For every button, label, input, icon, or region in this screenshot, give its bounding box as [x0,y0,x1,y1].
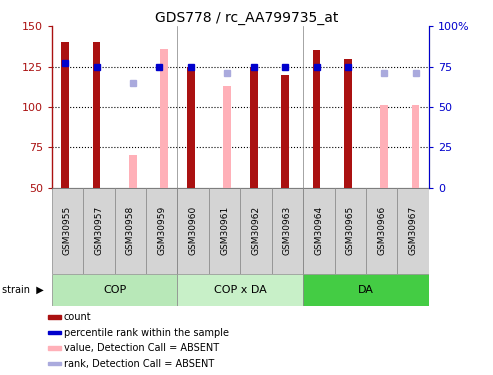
Text: GDS778 / rc_AA799735_at: GDS778 / rc_AA799735_at [155,11,338,25]
Bar [177,188,209,274]
Text: GSM30959: GSM30959 [157,206,166,255]
Bar [146,188,177,274]
Text: GSM30965: GSM30965 [346,206,355,255]
Bar [397,188,429,274]
Text: GSM30963: GSM30963 [283,206,292,255]
Bar [160,49,168,188]
Text: GSM30961: GSM30961 [220,206,229,255]
Bar [114,188,146,274]
Text: GSM30966: GSM30966 [377,206,387,255]
Text: count: count [64,312,91,322]
Text: GSM30957: GSM30957 [94,206,104,255]
Bar [61,42,69,188]
Bar [380,105,388,188]
Bar [209,188,241,274]
Bar [48,331,61,334]
Text: COP: COP [103,285,126,295]
Bar [223,86,231,188]
Bar [335,188,366,274]
Text: value, Detection Call = ABSENT: value, Detection Call = ABSENT [64,343,219,353]
Bar [241,188,272,274]
Bar [129,155,137,188]
Bar [303,188,335,274]
Bar [52,274,177,306]
Text: GSM30967: GSM30967 [409,206,418,255]
Text: strain  ▶: strain ▶ [2,285,44,295]
Bar [344,58,352,188]
Text: GSM30962: GSM30962 [251,206,261,255]
Text: GSM30955: GSM30955 [63,206,72,255]
Bar [93,42,101,188]
Bar [48,346,61,350]
Bar [366,188,397,274]
Bar [313,51,320,188]
Bar [177,274,303,306]
Text: DA: DA [358,285,374,295]
Text: GSM30964: GSM30964 [315,206,323,255]
Text: percentile rank within the sample: percentile rank within the sample [64,328,229,338]
Text: COP x DA: COP x DA [214,285,267,295]
Bar [187,67,195,188]
Bar [52,188,83,274]
Bar [281,75,289,188]
Bar [303,274,429,306]
Bar [48,362,61,365]
Bar [272,188,303,274]
Text: rank, Detection Call = ABSENT: rank, Detection Call = ABSENT [64,358,214,369]
Text: GSM30958: GSM30958 [126,206,135,255]
Bar [48,315,61,319]
Text: GSM30960: GSM30960 [189,206,198,255]
Bar [250,67,258,188]
Bar [83,188,114,274]
Bar [412,105,420,188]
